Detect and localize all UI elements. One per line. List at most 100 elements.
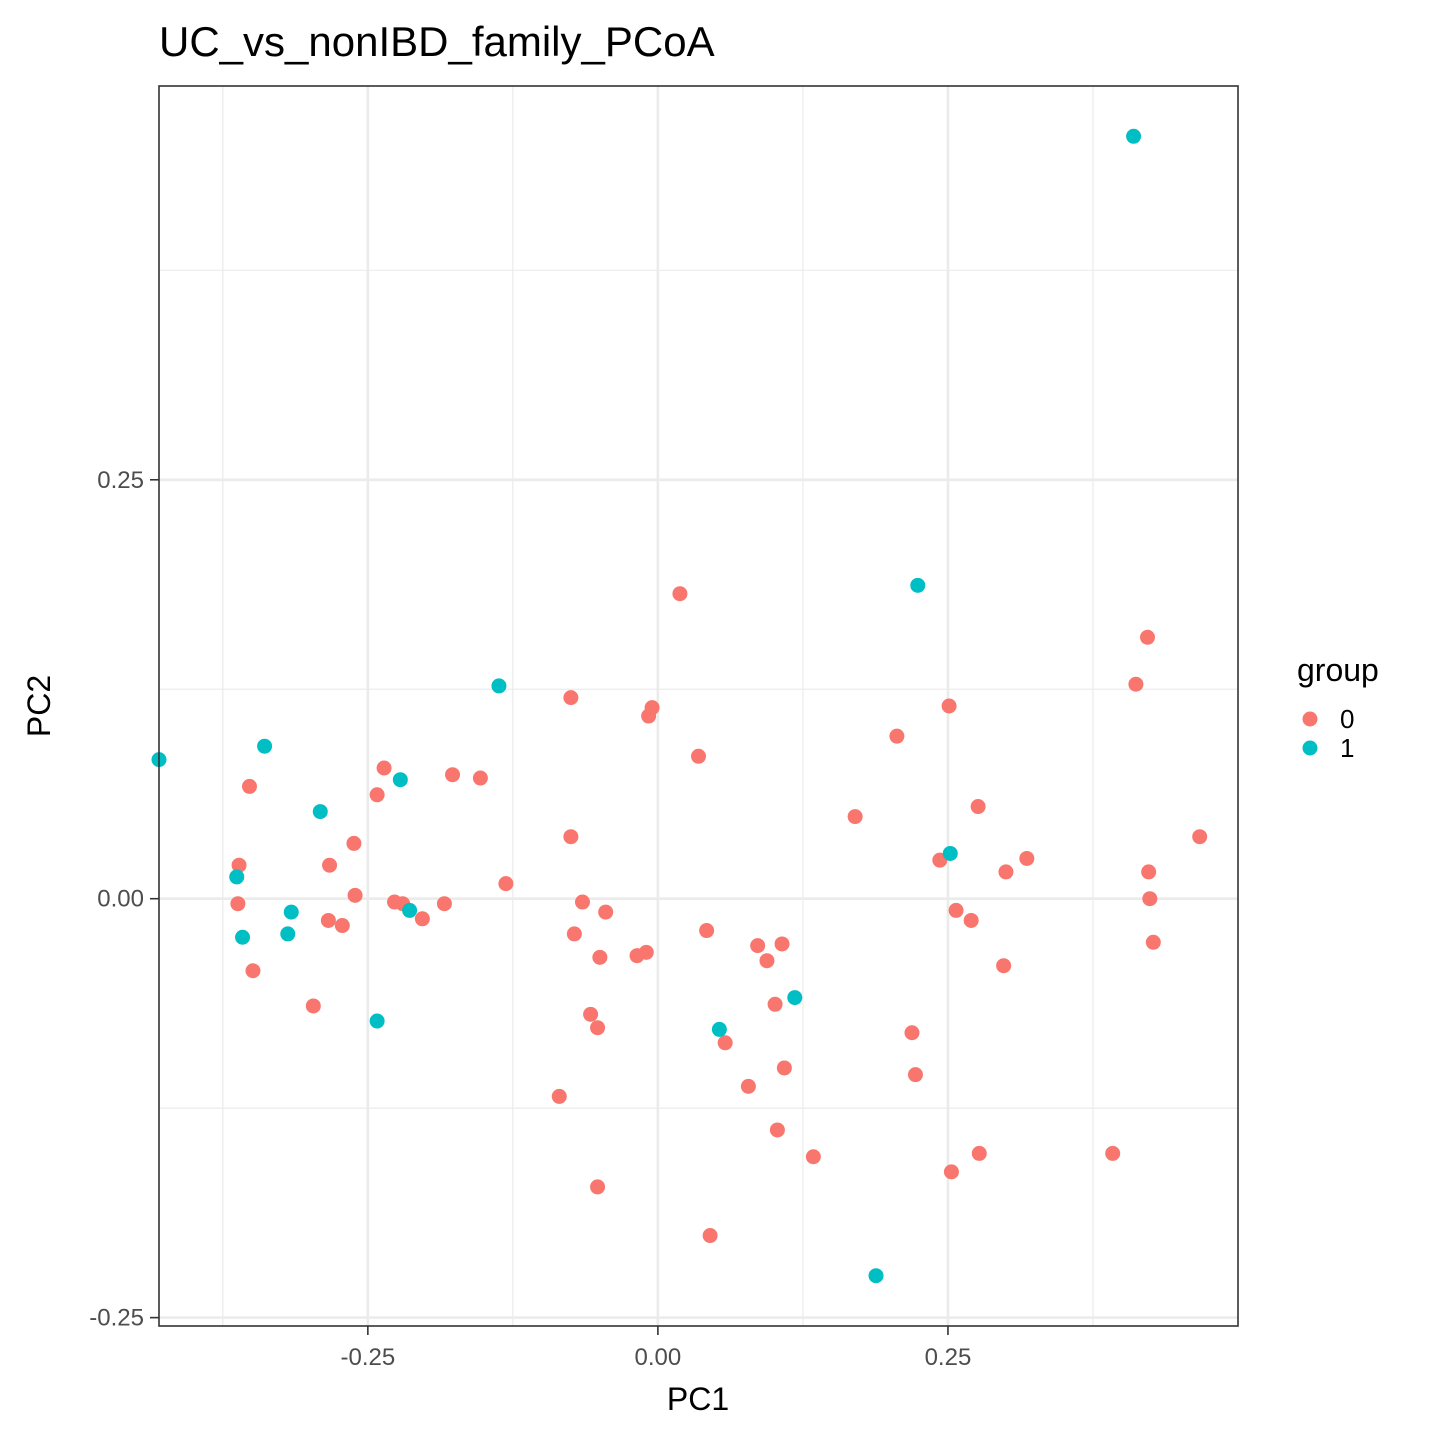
data-point-group-0 (472, 770, 488, 786)
data-point-group-0 (563, 829, 579, 845)
data-point-group-0 (376, 760, 392, 776)
y-axis-title: PC2 (21, 675, 57, 737)
data-point-group-0 (590, 1020, 606, 1036)
data-point-group-0 (767, 996, 783, 1012)
data-point-group-0 (334, 918, 350, 934)
data-point-group-0 (769, 1122, 785, 1138)
data-point-group-0 (347, 887, 363, 903)
data-point-group-0 (322, 857, 338, 873)
minor-gridlines (159, 86, 1238, 1326)
data-point-group-0 (672, 586, 688, 602)
data-point-group-0 (998, 864, 1014, 880)
data-point-group-1 (787, 990, 803, 1006)
data-point-group-0 (941, 698, 957, 714)
legend-label-1: 1 (1340, 733, 1354, 763)
data-point-group-1 (491, 678, 507, 694)
data-point-group-1 (257, 738, 273, 754)
data-point-group-0 (750, 938, 766, 954)
data-point-group-1 (711, 1021, 727, 1037)
data-point-group-0 (963, 912, 979, 928)
data-point-group-0 (566, 926, 582, 942)
data-point-group-1 (283, 904, 299, 920)
data-point-group-0 (1105, 1145, 1121, 1161)
data-point-group-0 (776, 1060, 792, 1076)
legend-label-0: 0 (1340, 704, 1354, 734)
x-tick-label: 0.00 (635, 1344, 682, 1371)
y-tick-label: 0.25 (97, 467, 144, 494)
data-point-group-0 (629, 948, 645, 964)
data-point-group-1 (1126, 128, 1142, 144)
data-point-group-1 (402, 902, 418, 918)
data-point-group-1 (280, 926, 296, 942)
data-point-group-0 (598, 904, 614, 920)
legend-key-1 (1302, 740, 1318, 756)
data-point-group-0 (574, 894, 590, 910)
legend: group 01 (1297, 652, 1379, 763)
data-point-group-0 (436, 896, 452, 912)
data-point-group-0 (904, 1025, 920, 1041)
data-point-group-0 (592, 949, 608, 965)
data-point-group-1 (942, 845, 958, 861)
legend-title: group (1297, 652, 1379, 688)
data-point-group-1 (312, 804, 328, 820)
data-point-group-0 (1019, 850, 1035, 866)
legend-keys: 01 (1302, 704, 1354, 763)
data-points (151, 128, 1208, 1284)
data-point-group-0 (907, 1067, 923, 1083)
data-point-group-0 (641, 708, 657, 724)
data-point-group-0 (498, 876, 514, 892)
data-point-group-0 (996, 958, 1012, 974)
data-point-group-0 (948, 902, 964, 918)
data-point-group-0 (740, 1078, 756, 1094)
x-tick-label: 0.25 (925, 1344, 972, 1371)
data-point-group-1 (235, 929, 251, 945)
data-point-group-0 (847, 809, 863, 825)
data-point-group-0 (320, 912, 336, 928)
data-point-group-0 (1142, 891, 1158, 907)
data-point-group-0 (1141, 864, 1157, 880)
y-axis-ticks: -0.25 0.00 0.25 (89, 467, 159, 1332)
data-point-group-1 (229, 869, 245, 885)
data-point-group-0 (774, 936, 790, 952)
data-point-group-0 (414, 911, 430, 927)
data-point-group-0 (971, 1145, 987, 1161)
x-tick-label: -0.25 (340, 1344, 395, 1371)
data-point-group-0 (943, 1164, 959, 1180)
data-point-group-0 (691, 748, 706, 764)
data-point-group-0 (1192, 829, 1208, 845)
data-point-group-0 (305, 998, 321, 1014)
data-point-group-0 (241, 778, 257, 794)
data-point-group-0 (563, 690, 579, 706)
data-point-group-0 (369, 787, 385, 803)
legend-key-0 (1302, 711, 1318, 727)
data-point-group-1 (910, 577, 926, 593)
plot-panel-border (158, 85, 1239, 1327)
data-point-group-0 (1128, 676, 1144, 692)
data-point-group-1 (392, 772, 408, 788)
data-point-group-0 (702, 1228, 718, 1244)
data-point-group-0 (1145, 934, 1161, 950)
data-point-group-0 (1140, 629, 1156, 645)
y-tick-label: 0.00 (97, 886, 144, 913)
data-point-group-0 (805, 1149, 821, 1165)
data-point-group-0 (230, 896, 246, 912)
data-point-group-1 (868, 1268, 884, 1284)
data-point-group-0 (759, 953, 775, 969)
data-point-group-0 (590, 1179, 606, 1195)
data-point-group-0 (699, 923, 715, 939)
data-point-group-0 (445, 767, 461, 783)
data-point-group-0 (231, 857, 247, 873)
data-point-group-0 (583, 1006, 599, 1022)
data-point-group-0 (346, 835, 362, 851)
data-point-group-0 (717, 1035, 733, 1051)
data-point-group-0 (889, 728, 905, 744)
data-point-group-1 (369, 1013, 385, 1029)
data-point-group-0 (970, 799, 986, 815)
y-tick-label: -0.25 (89, 1305, 144, 1332)
chart-title: UC_vs_nonIBD_family_PCoA (159, 18, 715, 65)
data-point-group-0 (245, 963, 261, 979)
data-point-group-0 (551, 1088, 567, 1104)
x-axis-title: PC1 (667, 1381, 729, 1417)
